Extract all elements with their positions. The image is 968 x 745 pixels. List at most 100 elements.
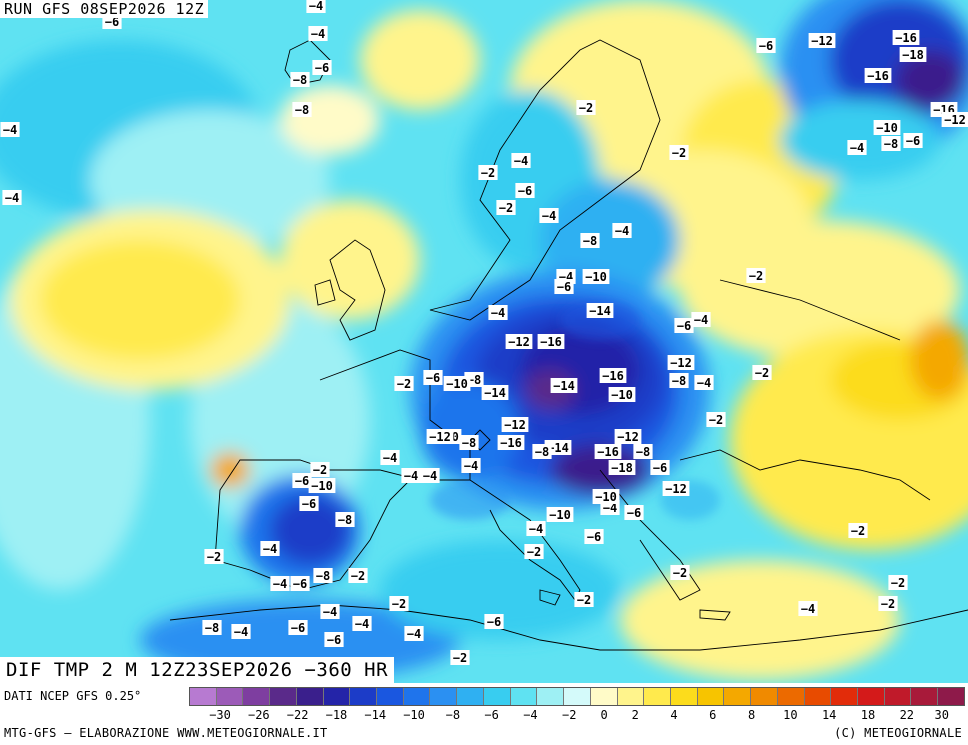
data-source: DATI NCEP GFS 0.25°: [4, 689, 142, 703]
svg-text:−6: −6: [302, 497, 316, 511]
map-canvas: −6 −4 −4 −6 −8 −8 −4 −4 −6 −12 −16 −18 −16 −16 −12 −10−…: [0, 0, 968, 683]
contour-label: −4: [308, 26, 328, 41]
contour-label: −2: [348, 568, 368, 583]
contour-label: −8: [580, 233, 600, 248]
svg-text:−6: −6: [627, 506, 641, 520]
svg-text:−16: −16: [895, 31, 917, 45]
svg-text:−6: −6: [653, 461, 667, 475]
contour-label: −4: [691, 312, 711, 327]
svg-text:−6: −6: [426, 371, 440, 385]
contour-label: −2: [888, 575, 908, 590]
contour-label: −8: [292, 102, 312, 117]
svg-text:−10: −10: [311, 479, 333, 493]
legend-tick-label: 4: [670, 708, 678, 722]
footer-credit: MTG-GFS — ELABORAZIONE WWW.METEOGIORNALE…: [4, 726, 328, 740]
svg-text:−6: −6: [518, 184, 532, 198]
contour-label: −18: [899, 47, 927, 62]
svg-text:−2: −2: [392, 597, 406, 611]
contour-label: −8: [881, 136, 901, 151]
svg-text:−14: −14: [553, 379, 575, 393]
legend-tick-label: 2: [631, 708, 639, 722]
svg-text:−8: −8: [293, 73, 307, 87]
contour-label: −2: [310, 462, 330, 477]
svg-text:−8: −8: [583, 234, 597, 248]
contour-label: −16: [497, 435, 525, 450]
svg-text:−8: −8: [636, 445, 650, 459]
legend-swatch: [884, 688, 912, 705]
svg-text:−4: −4: [542, 209, 556, 223]
contour-label: −16: [537, 334, 565, 349]
contour-label: −4: [320, 604, 340, 619]
svg-text:−18: −18: [611, 461, 633, 475]
legend-swatch: [350, 688, 378, 705]
contour-label: −4: [420, 468, 440, 483]
contour-label: −6: [584, 529, 604, 544]
contour-label: −10: [443, 376, 471, 391]
svg-text:−12: −12: [429, 430, 451, 444]
svg-text:−2: −2: [755, 366, 769, 380]
contour-label: −4: [612, 223, 632, 238]
svg-text:−14: −14: [484, 386, 506, 400]
svg-text:−6: −6: [105, 15, 119, 29]
legend-tick-label: 18: [860, 708, 876, 722]
svg-text:−4: −4: [491, 306, 505, 320]
svg-text:−2: −2: [891, 576, 905, 590]
svg-text:−4: −4: [514, 154, 528, 168]
legend-swatch: [670, 688, 698, 705]
svg-text:−8: −8: [205, 621, 219, 635]
legend-tick-label: −10: [403, 708, 425, 722]
legend-swatch: [804, 688, 832, 705]
contour-label: −14: [481, 385, 509, 400]
contour-label: −6: [288, 620, 308, 635]
svg-text:−4: −4: [464, 459, 478, 473]
contour-label: −4: [306, 0, 326, 13]
svg-text:−6: −6: [293, 577, 307, 591]
contour-label: −10: [546, 507, 574, 522]
contour-label: −2: [848, 523, 868, 538]
coastlines: [169, 39, 968, 651]
legend-swatch: [270, 688, 297, 705]
contour-label: −8: [459, 435, 479, 450]
svg-text:−4: −4: [404, 469, 418, 483]
contour-label: −6: [290, 576, 310, 591]
legend-swatch: [296, 688, 324, 705]
svg-text:−4: −4: [615, 224, 629, 238]
contour-label: −4: [380, 450, 400, 465]
legend-tick-label: 10: [783, 708, 798, 722]
legend-swatch: [243, 688, 271, 705]
contour-label: −12: [505, 334, 533, 349]
contour-label: −2: [752, 365, 772, 380]
svg-text:−16: −16: [602, 369, 624, 383]
color-scale-ticks: −30 −26 −22 −18 −14 −10 −8 −6 −4 −2 0 2 4 6 8 10 14 18 22 3…: [189, 708, 965, 724]
contour-label: −6: [624, 505, 644, 520]
svg-text:−4: −4: [355, 617, 369, 631]
contour-label: −6: [903, 133, 923, 148]
contour-label: −8: [532, 444, 552, 459]
contour-label: −4: [270, 576, 290, 591]
contour-label: −4: [526, 521, 546, 536]
contour-label: −4: [0, 122, 20, 137]
svg-text:−10: −10: [876, 121, 898, 135]
contour-label: −10: [608, 387, 636, 402]
svg-text:−2: −2: [672, 146, 686, 160]
contour-label: −2: [204, 549, 224, 564]
legend-swatch: [190, 688, 217, 705]
anomaly-map: −6−4−4−6−8−8−4−4−6 −12 −16−18−16−16−12−10−…: [0, 0, 968, 683]
contour-label: −4: [404, 626, 424, 641]
svg-text:−4: −4: [801, 602, 815, 616]
legend-swatch: [938, 688, 964, 705]
contour-label: −14: [586, 303, 614, 318]
legend-swatch: [537, 688, 565, 705]
contour-label: −4: [694, 375, 714, 390]
svg-text:−4: −4: [603, 501, 617, 515]
svg-text:−16: −16: [500, 436, 522, 450]
svg-text:−2: −2: [481, 166, 495, 180]
svg-text:−12: −12: [944, 113, 966, 127]
contour-label: −16: [594, 444, 622, 459]
svg-text:−10: −10: [595, 490, 617, 504]
svg-text:−6: −6: [315, 61, 329, 75]
legend-tick-label: 22: [899, 708, 915, 722]
contour-labels: −6−4−4−6−8−8−4−4−6 −12 −16−18−16−16−12−10−…: [0, 0, 968, 665]
svg-text:−4: −4: [850, 141, 864, 155]
svg-text:−2: −2: [579, 101, 593, 115]
